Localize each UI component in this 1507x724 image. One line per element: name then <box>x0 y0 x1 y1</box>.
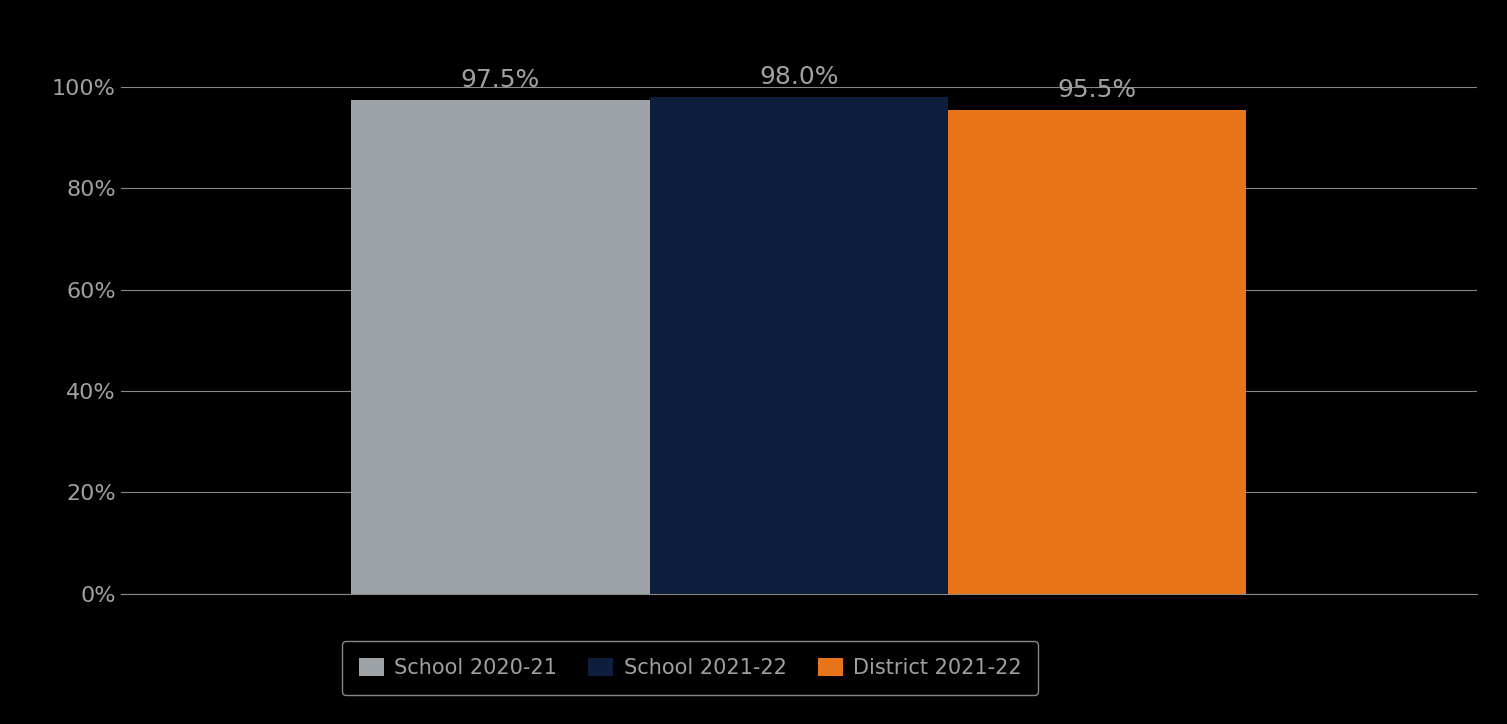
Bar <box>948 110 1246 594</box>
Text: 95.5%: 95.5% <box>1058 78 1136 102</box>
Bar <box>650 97 948 594</box>
Bar <box>351 100 650 594</box>
Legend: School 2020-21, School 2021-22, District 2021-22: School 2020-21, School 2021-22, District… <box>342 641 1038 695</box>
Text: 97.5%: 97.5% <box>461 68 540 92</box>
Text: 98.0%: 98.0% <box>760 65 838 90</box>
